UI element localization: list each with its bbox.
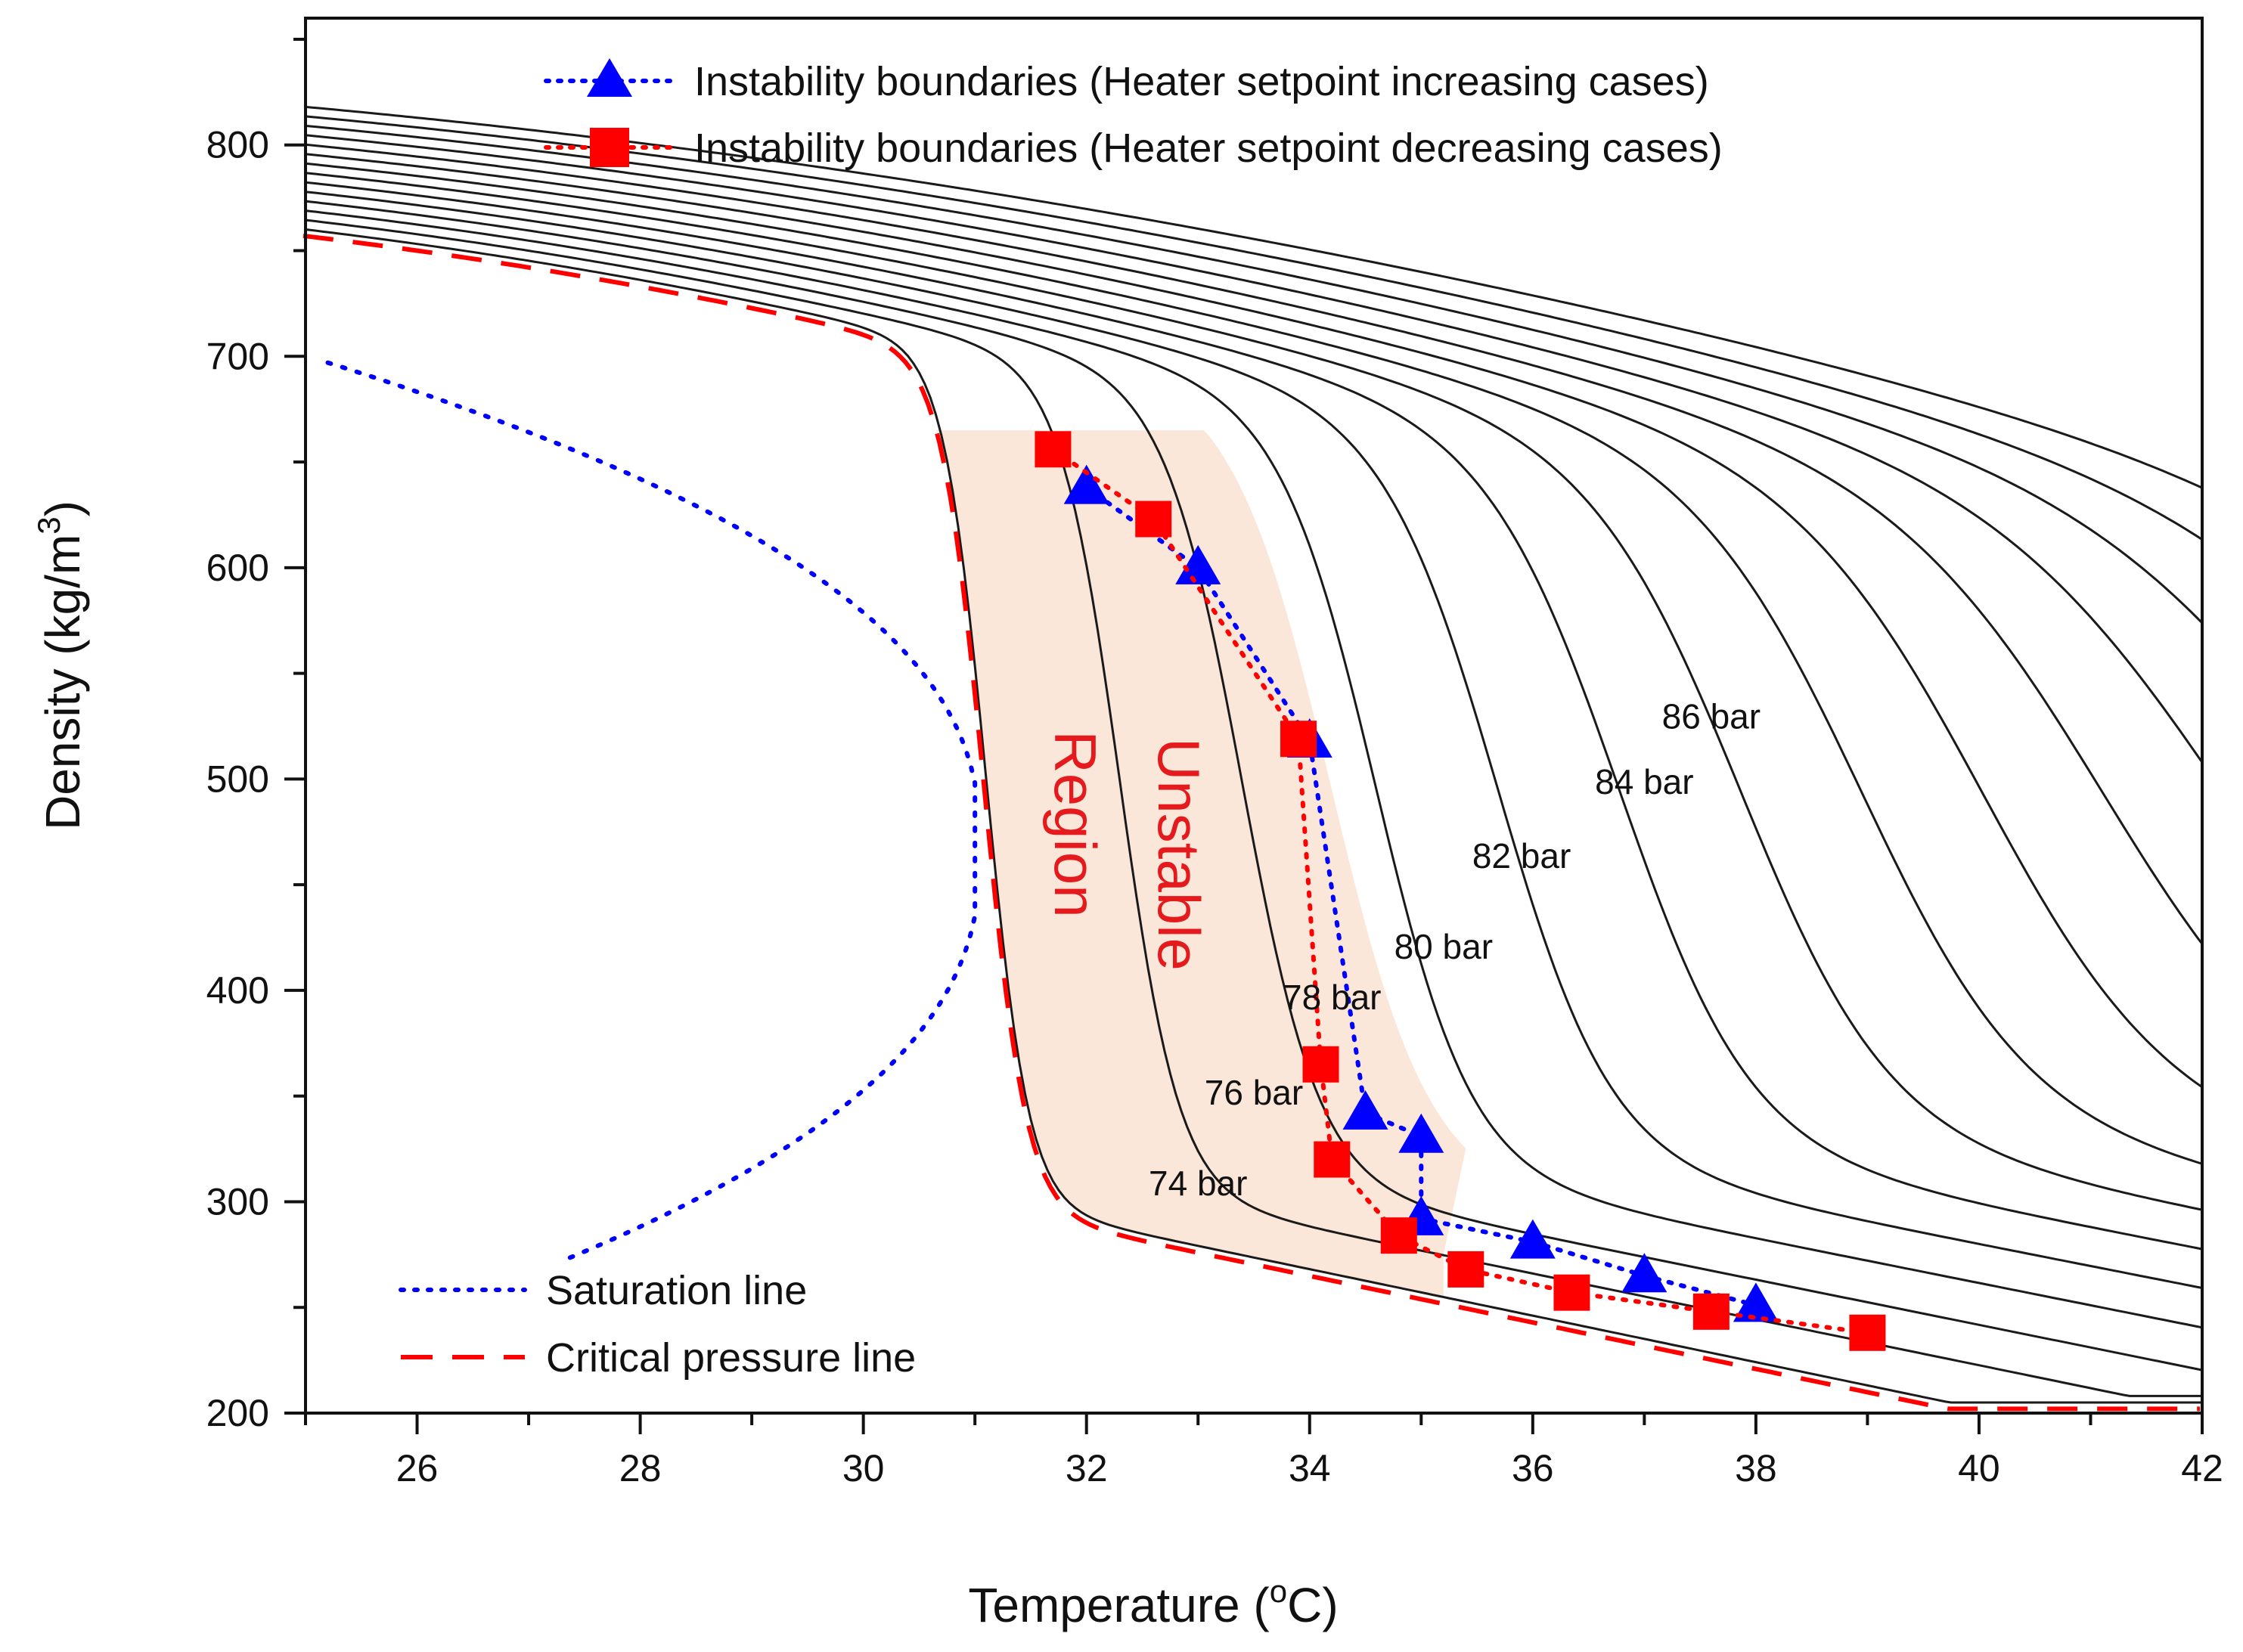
saturation-line (325, 360, 978, 1263)
x-axis-title: Temperature (oC) (968, 1573, 1338, 1632)
x-tick-label: 30 (842, 1447, 885, 1489)
isobar-curve-78 (305, 209, 2203, 1372)
triangle-marker (1175, 544, 1221, 584)
isobar-curve-80 (305, 200, 2203, 1329)
isobar-label-80-bar: 80 bar (1395, 927, 1493, 966)
triangle-marker (1621, 1253, 1668, 1293)
x-tick-label: 38 (1735, 1447, 1777, 1489)
isobar-curve-92 (305, 143, 2204, 945)
y-axis-title: Density (kg/m3) (31, 501, 90, 830)
legend-bottom: Saturation line Critical pressure line (399, 1268, 916, 1381)
legend-decreasing-label: Instability boundaries (Heater setpoint … (694, 126, 1723, 171)
y-tick-label: 400 (206, 969, 269, 1012)
isobar-curve-88 (305, 162, 2203, 1165)
isobar-curve-74 (305, 228, 2202, 1404)
y-tick-label: 200 (206, 1392, 269, 1434)
plot-frame (304, 17, 2204, 1415)
y-tick-label: 700 (206, 335, 269, 377)
legend-top: Instability boundaries (Heater setpoint … (544, 58, 1723, 171)
isobar-label-82-bar: 82 bar (1472, 836, 1571, 876)
isobar-curve-82 (305, 191, 2203, 1289)
x-tick-label: 40 (1958, 1447, 2000, 1489)
isobar-labels: 74 bar 76 bar 78 bar 80 bar 82 bar 84 bar 86 b… (1149, 696, 1761, 1203)
region-label-unstable: Unstable (1146, 738, 1212, 971)
legend-square-marker (590, 128, 629, 167)
triangle-marker (1342, 1090, 1388, 1130)
legend-saturation-label: Saturation line (546, 1268, 807, 1313)
y-tick-label: 500 (206, 758, 269, 800)
square-marker (1035, 431, 1072, 468)
x-tick-label: 36 (1512, 1447, 1554, 1489)
legend-critical-label: Critical pressure line (546, 1335, 916, 1381)
triangle-marker (1063, 464, 1109, 504)
region-label-region: Region (1042, 730, 1109, 917)
isobar-curve-76 (305, 219, 2202, 1397)
critical-pressure-line (302, 233, 2200, 1412)
square-marker (1553, 1274, 1590, 1311)
y-tick-label: 800 (206, 124, 269, 166)
isobar-label-78-bar: 78 bar (1283, 978, 1381, 1017)
isobar-curves (305, 105, 2204, 1404)
legend-increasing-label: Instability boundaries (Heater setpoint … (694, 59, 1709, 104)
x-tick-label: 32 (1066, 1447, 1108, 1489)
isobar-curve-94 (305, 134, 2204, 764)
square-marker (1280, 721, 1317, 758)
isobar-label-76-bar: 76 bar (1205, 1073, 1303, 1112)
square-marker (1314, 1141, 1351, 1178)
axis-ticks: 26 28 30 32 34 36 38 40 42 200 300 400 500 600 700 800 (206, 37, 2223, 1489)
square-marker (1692, 1293, 1730, 1330)
x-tick-label: 28 (619, 1447, 662, 1489)
square-marker (1447, 1251, 1484, 1288)
isobar-curve-90 (305, 153, 2203, 1089)
x-tick-label: 34 (1289, 1447, 1331, 1489)
isobar-label-84-bar: 84 bar (1595, 762, 1693, 801)
square-marker (1135, 501, 1172, 538)
isobar-label-74-bar: 74 bar (1149, 1164, 1247, 1203)
x-tick-label: 26 (396, 1447, 439, 1489)
x-tick-label: 42 (2181, 1447, 2223, 1489)
square-marker (1380, 1217, 1417, 1254)
isobar-curve-86 (305, 172, 2203, 1211)
instability-boundary-series (1035, 431, 1886, 1351)
increasing-boundary-line (1084, 485, 1758, 1308)
triangle-marker (1509, 1219, 1556, 1259)
y-tick-label: 300 (206, 1180, 269, 1223)
triangle-marker (1398, 1113, 1444, 1153)
saturation-and-critical-lines (302, 233, 2200, 1412)
isobar-label-86-bar: 86 bar (1662, 696, 1761, 736)
y-tick-label: 600 (206, 547, 269, 589)
legend-triangle-marker (587, 58, 632, 97)
square-marker (1849, 1314, 1886, 1351)
triangle-marker (1733, 1282, 1779, 1322)
isobar-curve-84 (305, 181, 2203, 1251)
square-marker (1302, 1046, 1339, 1083)
